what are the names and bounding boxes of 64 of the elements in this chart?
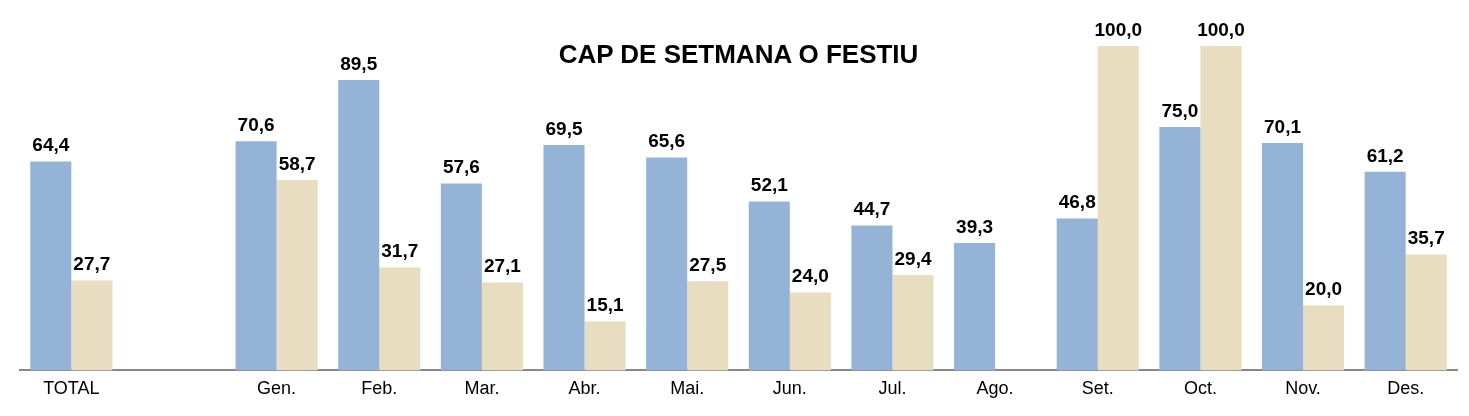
- bar: [71, 280, 113, 371]
- data-label: 35,7: [1407, 227, 1445, 249]
- bar: [543, 144, 585, 371]
- bar: [1159, 127, 1201, 371]
- x-tick-label: Feb.: [361, 378, 398, 399]
- x-tick-label: TOTAL: [43, 378, 100, 399]
- x-tick-label: Jun.: [772, 378, 807, 399]
- data-label: 61,2: [1366, 144, 1404, 166]
- x-tick-label: Gen.: [257, 378, 297, 399]
- bar: [440, 183, 482, 371]
- x-tick-label: Ago.: [976, 378, 1014, 399]
- bar: [30, 161, 72, 371]
- data-label: 89,5: [340, 52, 378, 74]
- bar: [584, 321, 626, 371]
- bar: [379, 267, 421, 371]
- data-label: 39,3: [956, 215, 994, 237]
- data-label: 64,4: [32, 134, 70, 156]
- bar: [748, 201, 790, 371]
- data-label: 44,7: [853, 198, 891, 220]
- x-tick-label: Des.: [1387, 378, 1425, 399]
- data-label: 75,0: [1161, 99, 1199, 121]
- bar: [1364, 171, 1406, 371]
- x-tick-label: Jul.: [878, 378, 907, 399]
- data-label: 15,1: [586, 294, 624, 316]
- data-label: 31,7: [381, 240, 419, 262]
- bar: [276, 179, 318, 371]
- bar: [1261, 143, 1304, 371]
- data-label: 70,1: [1264, 115, 1302, 137]
- bar: [687, 281, 729, 371]
- x-tick-label: Oct.: [1183, 378, 1217, 399]
- bar: [235, 141, 277, 371]
- data-label: 52,1: [750, 174, 789, 196]
- data-label: 57,6: [442, 156, 480, 178]
- x-tick-label: Mar.: [464, 378, 500, 399]
- data-label: 20,0: [1305, 278, 1343, 300]
- data-label: 70,6: [237, 114, 275, 136]
- data-label: 46,8: [1058, 191, 1096, 213]
- bar: [481, 282, 523, 371]
- data-label: 27,5: [689, 253, 727, 275]
- data-label: 24,0: [791, 265, 829, 287]
- bar: [892, 275, 934, 371]
- bar: [1097, 46, 1139, 371]
- data-label: 27,1: [483, 255, 522, 277]
- x-tick-label: Abr.: [568, 378, 601, 399]
- x-tick-label: Mai.: [670, 378, 705, 399]
- bar: [851, 225, 893, 371]
- bar: [646, 157, 688, 371]
- bar: [1200, 46, 1242, 371]
- bar: [789, 292, 831, 371]
- chart-title: CAP DE SETMANA O FESTIU: [558, 39, 919, 70]
- bar: [1056, 218, 1098, 371]
- data-label: 58,7: [278, 152, 316, 174]
- data-label: 29,4: [894, 247, 932, 269]
- x-tick-label: Set.: [1081, 378, 1114, 399]
- data-label: 65,6: [648, 130, 686, 152]
- x-tick-label: Nov.: [1285, 378, 1321, 399]
- bar: [338, 80, 380, 371]
- data-label: 100,0: [1197, 18, 1245, 40]
- data-label: 27,7: [73, 253, 111, 275]
- data-label: 100,0: [1094, 18, 1143, 40]
- data-label: 69,5: [545, 117, 583, 139]
- bar: [1303, 305, 1345, 371]
- bar: [1405, 254, 1447, 371]
- bar: [954, 242, 996, 371]
